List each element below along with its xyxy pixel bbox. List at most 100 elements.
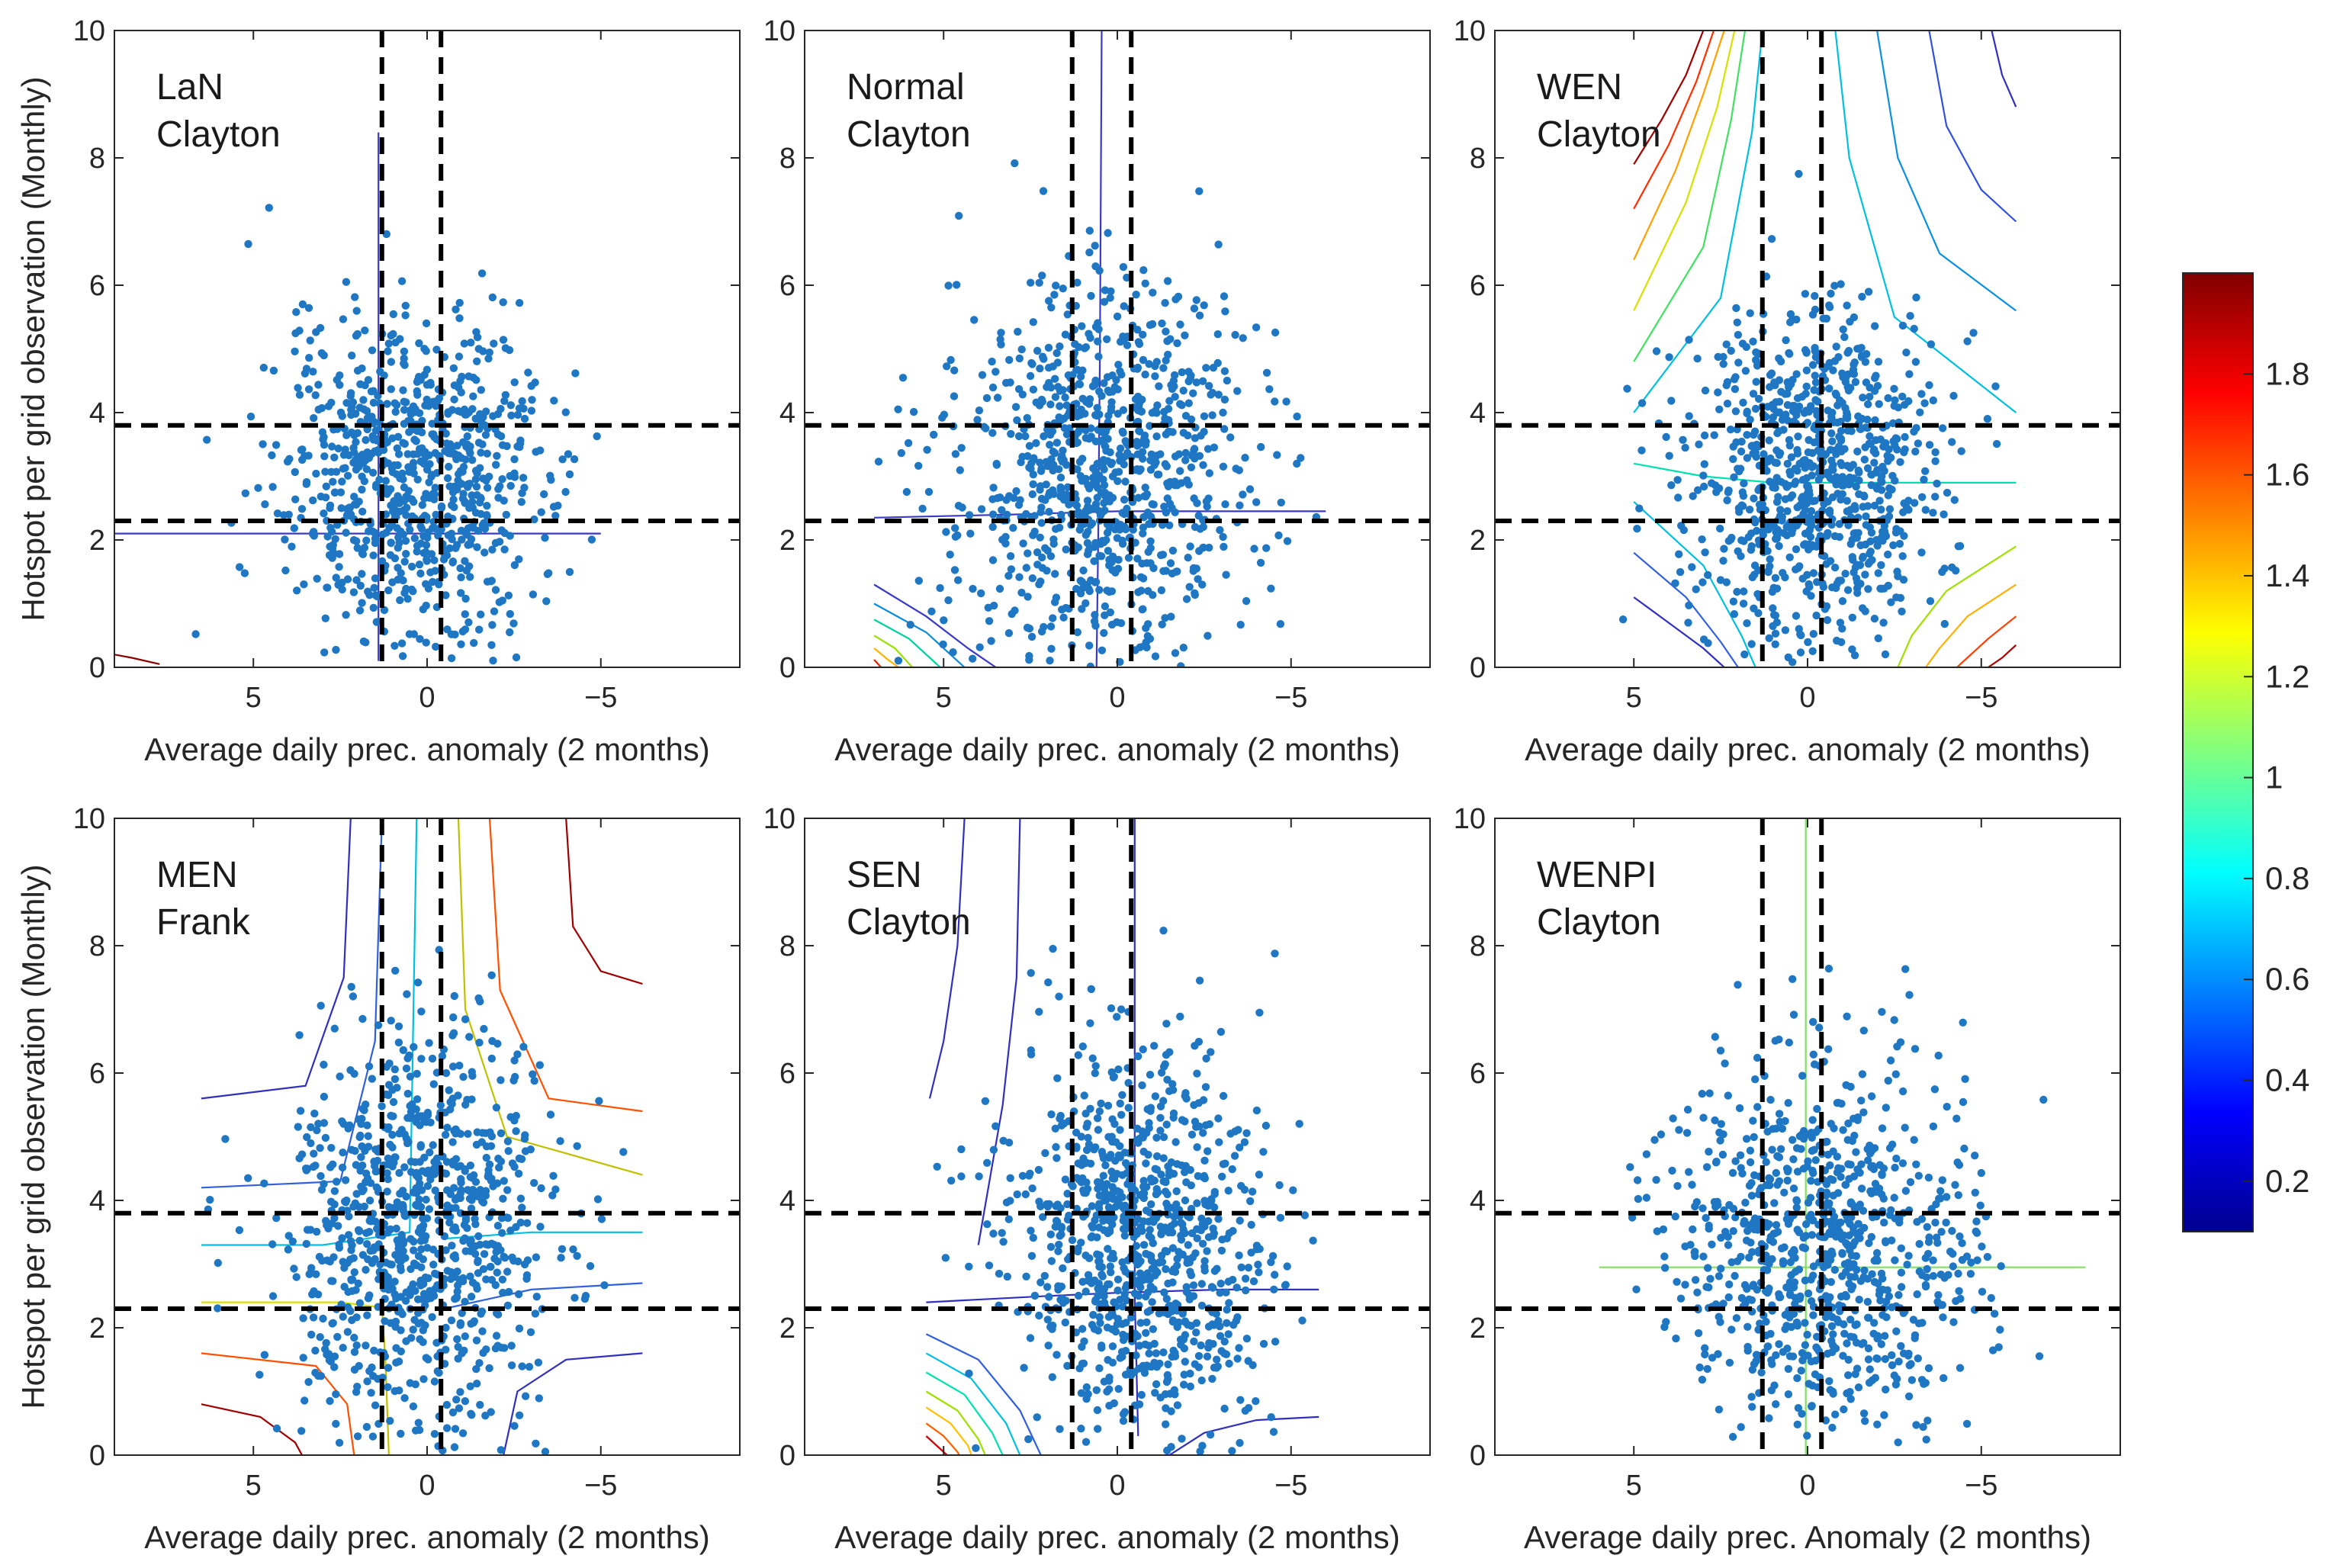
data-point: [939, 640, 947, 649]
data-point: [1027, 1226, 1035, 1235]
data-point: [1254, 1261, 1262, 1269]
data-point: [1134, 493, 1143, 502]
data-point: [389, 1319, 398, 1327]
data-point: [1901, 400, 1909, 409]
data-point: [1162, 1264, 1170, 1274]
data-point: [421, 1273, 429, 1282]
scatter-points: [1626, 964, 2048, 1447]
data-point: [1883, 451, 1891, 460]
data-point: [491, 586, 500, 594]
data-point: [1216, 1332, 1225, 1341]
data-point: [355, 1299, 365, 1307]
data-point: [1186, 1382, 1195, 1391]
data-point: [482, 407, 490, 416]
data-point: [1051, 570, 1059, 578]
data-point: [214, 1304, 222, 1313]
data-point: [1027, 1050, 1036, 1059]
data-point: [1933, 479, 1941, 488]
data-point: [299, 1314, 307, 1322]
data-point: [1792, 545, 1801, 554]
data-point: [1766, 562, 1774, 570]
data-point: [1213, 1264, 1221, 1273]
data-point: [358, 599, 366, 607]
data-point: [322, 1338, 330, 1348]
data-point: [1176, 1012, 1184, 1021]
data-point: [1929, 509, 1937, 517]
data-point: [416, 569, 425, 578]
data-point: [362, 1100, 370, 1109]
data-point: [1104, 1203, 1114, 1212]
data-point: [1734, 358, 1743, 367]
data-point: [1040, 355, 1048, 363]
data-point: [1146, 321, 1155, 329]
data-point: [457, 640, 465, 648]
data-point: [350, 1268, 358, 1277]
data-point: [1732, 304, 1740, 313]
data-point: [1139, 1133, 1147, 1142]
data-point: [1224, 1187, 1232, 1195]
data-point: [363, 1240, 371, 1248]
data-point: [1033, 1413, 1041, 1422]
data-point: [1167, 1407, 1175, 1415]
data-point: [1750, 1133, 1758, 1142]
data-point: [1048, 1373, 1057, 1381]
data-point: [1025, 442, 1034, 450]
data-point: [272, 1424, 281, 1433]
data-point: [459, 438, 468, 446]
data-point: [458, 1429, 468, 1438]
data-point: [1785, 1038, 1793, 1047]
data-point: [1214, 240, 1223, 249]
data-point: [380, 606, 389, 615]
data-point: [1152, 1190, 1161, 1199]
data-point: [1105, 555, 1114, 564]
data-point: [1261, 1121, 1271, 1130]
data-point: [1145, 1119, 1153, 1127]
data-point: [1181, 456, 1190, 464]
data-point: [1748, 1365, 1756, 1374]
data-point: [468, 503, 477, 512]
data-point: [334, 444, 342, 453]
data-point: [492, 1104, 501, 1112]
data-point: [454, 1342, 462, 1351]
data-point: [327, 1277, 336, 1285]
data-point: [1693, 355, 1702, 363]
data-point: [1899, 576, 1908, 584]
data-point: [1805, 519, 1814, 528]
data-point: [331, 488, 339, 496]
data-point: [430, 556, 439, 564]
data-point: [395, 1386, 403, 1395]
data-point: [1903, 1261, 1911, 1269]
data-point: [457, 589, 465, 597]
data-point: [355, 1236, 364, 1245]
data-point: [1152, 1152, 1162, 1161]
x-tick-label: −5: [584, 1470, 617, 1502]
x-tick-label: 0: [1799, 682, 1815, 714]
data-point: [394, 432, 403, 441]
data-point: [1108, 493, 1117, 502]
data-point: [495, 598, 503, 606]
data-point: [410, 1316, 419, 1324]
data-point: [298, 300, 307, 309]
data-point: [1011, 403, 1020, 411]
data-point: [1095, 1191, 1104, 1200]
data-point: [1093, 1233, 1101, 1242]
contour-line: [1897, 545, 2017, 667]
data-point: [466, 1382, 474, 1391]
contour-line: [1633, 31, 1736, 311]
data-point: [593, 1195, 603, 1203]
data-point: [214, 1258, 222, 1268]
contour-line: [1633, 31, 1763, 413]
data-point: [1725, 1280, 1734, 1289]
data-point: [307, 1139, 315, 1148]
data-point: [317, 1001, 325, 1010]
data-point: [944, 596, 953, 605]
data-point: [336, 488, 345, 496]
data-point: [989, 1145, 998, 1154]
data-point: [1152, 1349, 1161, 1358]
data-point: [1683, 1105, 1692, 1114]
data-point: [1052, 281, 1060, 290]
data-point: [1772, 618, 1782, 627]
data-point: [291, 468, 299, 477]
data-point: [442, 1424, 452, 1432]
data-point: [1138, 1081, 1146, 1090]
